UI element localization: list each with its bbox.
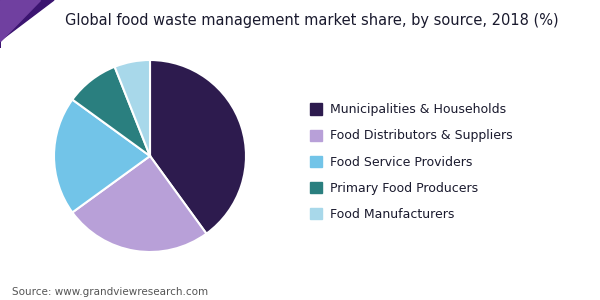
Text: Source: www.grandviewresearch.com: Source: www.grandviewresearch.com	[12, 287, 208, 297]
Polygon shape	[0, 0, 40, 41]
Wedge shape	[150, 60, 246, 234]
Wedge shape	[73, 156, 206, 252]
Legend: Municipalities & Households, Food Distributors & Suppliers, Food Service Provide: Municipalities & Households, Food Distri…	[310, 103, 512, 221]
Text: Global food waste management market share, by source, 2018 (%): Global food waste management market shar…	[65, 14, 559, 28]
Wedge shape	[73, 67, 150, 156]
Wedge shape	[115, 60, 150, 156]
Wedge shape	[54, 100, 150, 212]
Polygon shape	[0, 0, 54, 48]
